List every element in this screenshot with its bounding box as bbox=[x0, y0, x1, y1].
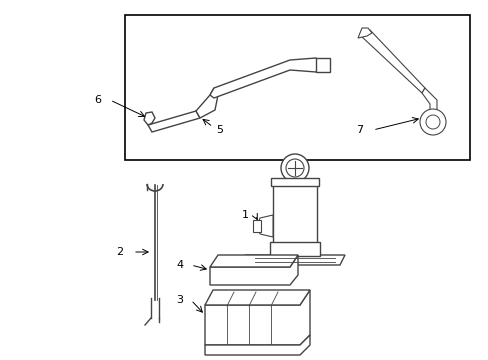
Text: 2: 2 bbox=[116, 247, 123, 257]
Polygon shape bbox=[204, 290, 309, 345]
Text: 7: 7 bbox=[356, 125, 363, 135]
Polygon shape bbox=[204, 290, 309, 305]
Polygon shape bbox=[315, 58, 329, 72]
Circle shape bbox=[281, 154, 308, 182]
Polygon shape bbox=[204, 335, 309, 355]
Circle shape bbox=[285, 159, 304, 177]
Bar bbox=[269, 242, 319, 256]
Text: 1: 1 bbox=[241, 210, 248, 220]
Text: 4: 4 bbox=[176, 260, 183, 270]
Bar bbox=[125, 15, 469, 160]
Polygon shape bbox=[209, 255, 297, 267]
Text: 3: 3 bbox=[176, 295, 183, 305]
Circle shape bbox=[419, 109, 445, 135]
Polygon shape bbox=[209, 255, 297, 285]
Circle shape bbox=[425, 115, 439, 129]
Bar bbox=[270, 178, 318, 186]
Polygon shape bbox=[257, 215, 272, 237]
Polygon shape bbox=[421, 88, 436, 115]
Bar bbox=[252, 220, 261, 232]
Polygon shape bbox=[209, 58, 319, 98]
Text: 6: 6 bbox=[94, 95, 102, 105]
Bar bbox=[272, 180, 316, 255]
Polygon shape bbox=[359, 30, 424, 93]
Text: 5: 5 bbox=[216, 125, 223, 135]
Polygon shape bbox=[148, 111, 200, 132]
Polygon shape bbox=[357, 28, 371, 38]
Polygon shape bbox=[244, 255, 345, 265]
Polygon shape bbox=[196, 88, 218, 118]
Polygon shape bbox=[143, 112, 155, 125]
